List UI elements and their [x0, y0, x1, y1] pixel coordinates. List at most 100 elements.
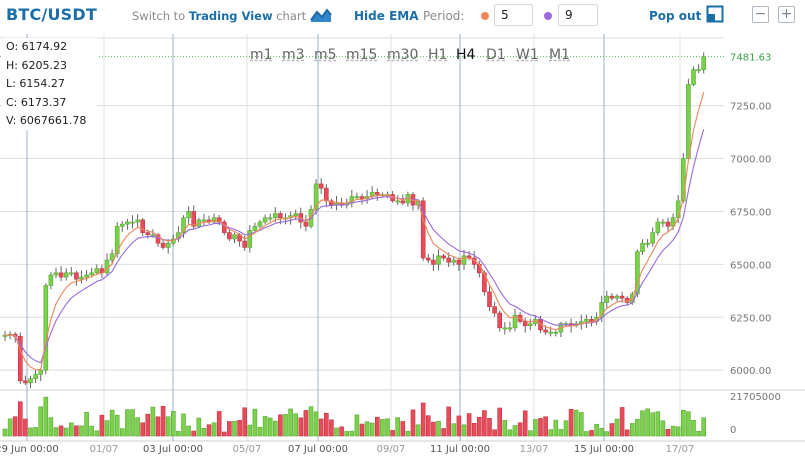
- timeframe-d1[interactable]: D1: [486, 47, 506, 63]
- volume-bar: [120, 428, 125, 437]
- volume-bar: [410, 409, 416, 437]
- pop-out-button[interactable]: Pop out: [649, 9, 702, 23]
- volume-bar: [216, 411, 222, 437]
- timeframe-h1[interactable]: H1: [428, 47, 448, 63]
- volume-bar: [247, 424, 253, 437]
- candle-body: [293, 213, 299, 216]
- minimize-button[interactable]: −: [752, 6, 769, 23]
- volume-bar: [334, 427, 339, 437]
- candle-body: [58, 272, 64, 278]
- candle-body: [512, 314, 518, 329]
- candle-body: [171, 238, 176, 244]
- candle-body: [63, 272, 69, 278]
- volume-bar: [380, 419, 385, 437]
- volume-bar: [650, 412, 656, 437]
- volume-bar: [655, 411, 661, 437]
- candle-body: [431, 259, 436, 265]
- candle-body: [130, 221, 135, 224]
- volume-bar: [237, 419, 242, 437]
- volume-bar: [176, 431, 181, 437]
- volume-bar: [278, 414, 283, 437]
- timeframe-m5[interactable]: m5: [314, 47, 337, 63]
- candle-body: [548, 331, 554, 334]
- candle-body: [497, 312, 503, 329]
- timeframe-m1[interactable]: m1: [250, 47, 273, 63]
- time-tick-label: 03 Jul 00:00: [143, 444, 203, 455]
- candle-body: [181, 217, 186, 233]
- volume-bar: [69, 422, 74, 437]
- volume-bar: [63, 427, 69, 437]
- volume-bar: [374, 416, 380, 437]
- volume-bar: [395, 417, 401, 437]
- volume-bar: [624, 429, 630, 437]
- candle-body: [74, 272, 79, 280]
- time-tick-label: 29 Jun 00:00: [0, 444, 59, 455]
- candle-body: [665, 221, 671, 227]
- volume-bar: [58, 425, 64, 437]
- timeframe-w1[interactable]: W1: [516, 47, 539, 63]
- time-tick-label: 01/07: [90, 444, 119, 455]
- candle-body: [165, 242, 171, 248]
- switch-prefix: Switch to: [132, 9, 189, 23]
- volume-bar: [517, 422, 523, 437]
- volume-bar: [329, 419, 334, 437]
- trading-view-link[interactable]: Trading View: [188, 9, 273, 23]
- timeframe-m3[interactable]: m3: [282, 47, 305, 63]
- timeframe-m30[interactable]: m30: [387, 47, 419, 63]
- volume-bar: [405, 430, 411, 437]
- candle-body: [135, 219, 140, 223]
- candle-body: [278, 213, 283, 219]
- volume-bar: [171, 411, 176, 437]
- volume-bar: [487, 417, 492, 437]
- volume-bar: [160, 405, 166, 437]
- candle-body: [660, 221, 666, 224]
- ema-slow-line: [4, 128, 705, 364]
- volume-bar: [461, 424, 467, 437]
- timeframe-m15[interactable]: m15: [346, 47, 378, 63]
- candle-body: [232, 234, 237, 240]
- switch-chart-link[interactable]: Switch to Trading View chart: [132, 9, 306, 23]
- candle-body: [400, 200, 406, 204]
- volume-bar: [104, 420, 110, 437]
- volume-bar: [390, 430, 395, 437]
- volume-bar: [186, 425, 191, 437]
- candle-body: [619, 295, 625, 299]
- volume-bar: [323, 412, 329, 437]
- volume-bar: [548, 429, 554, 437]
- pop-out-icon[interactable]: [706, 5, 724, 23]
- volume-bar: [482, 410, 487, 437]
- price-tick-label: 6750.00: [730, 207, 771, 218]
- timeframe-mo1[interactable]: M1: [549, 47, 570, 63]
- volume-bar: [344, 431, 350, 437]
- volume-bar: [369, 422, 375, 437]
- volume-bar: [385, 418, 390, 437]
- volume-bar: [660, 420, 666, 437]
- volume-tick-label: 21705000: [730, 392, 781, 403]
- timeframe-h4[interactable]: H4: [456, 47, 476, 63]
- volume-bar: [84, 411, 89, 437]
- volume-bar: [23, 418, 28, 437]
- switch-suffix: chart: [272, 9, 307, 23]
- volume-bar: [79, 425, 84, 437]
- candle-body: [201, 219, 207, 222]
- ema-slow-period-input[interactable]: [558, 4, 598, 26]
- trading-view-icon[interactable]: [310, 6, 332, 24]
- volume-bar: [680, 409, 686, 437]
- ema-fast-period-input[interactable]: [494, 4, 533, 26]
- ema-fast-color-dot: [481, 12, 489, 20]
- hide-ema-button[interactable]: Hide EMA: [354, 9, 419, 23]
- volume-bar: [283, 414, 288, 437]
- candle-body: [507, 327, 513, 330]
- volume-bar: [614, 418, 620, 437]
- candle-body: [635, 251, 640, 295]
- maximize-button[interactable]: +: [778, 6, 795, 23]
- candle-body: [701, 56, 707, 70]
- volume-bar: [415, 424, 421, 437]
- volume-bar: [257, 426, 263, 437]
- volume-bar: [425, 415, 431, 437]
- candle-body: [522, 321, 528, 327]
- candle-body: [150, 234, 156, 237]
- candle-body: [461, 255, 467, 265]
